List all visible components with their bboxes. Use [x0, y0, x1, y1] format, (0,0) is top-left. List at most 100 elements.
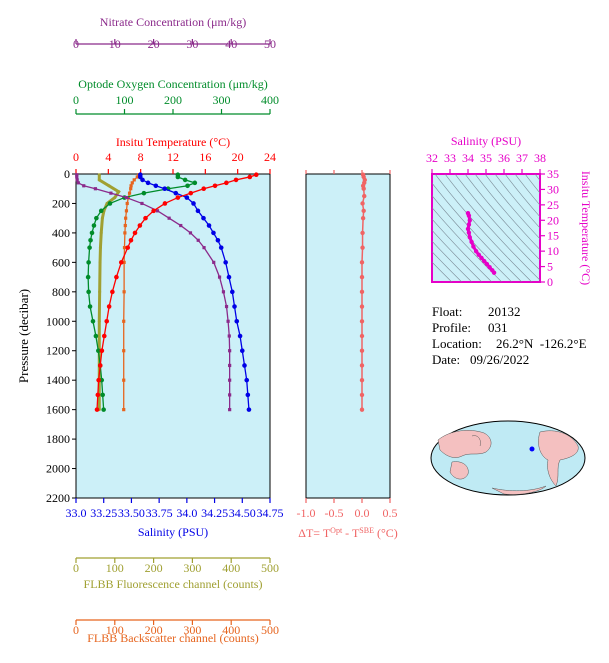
fluorescence-point: [97, 178, 101, 182]
backscatter-tick-label: 300: [183, 623, 201, 637]
ts-temperature-tick-label: 20: [547, 213, 559, 227]
fluorescence-tick-label: 300: [183, 561, 201, 575]
isoline: [432, 207, 503, 282]
nitrate-point: [228, 408, 232, 412]
ts-point: [482, 258, 487, 264]
float-location-marker: [529, 446, 535, 452]
nitrate-point: [212, 260, 216, 264]
delta-t-point: [360, 245, 365, 250]
delta-t-tick-label: -0.5: [325, 506, 344, 520]
temperature-point: [99, 348, 105, 354]
salinity-point: [140, 177, 145, 183]
backscatter-point: [122, 319, 126, 323]
salinity-point: [195, 208, 201, 214]
salinity-point: [246, 407, 252, 412]
salinity-point: [230, 289, 235, 295]
fluorescence-point: [97, 319, 101, 323]
temperature-point: [247, 174, 253, 180]
backscatter-point: [122, 246, 127, 250]
salinity-tick-label: 34.0: [176, 506, 197, 520]
nitrate-point: [188, 231, 193, 235]
delta-t-point: [359, 274, 365, 280]
backscatter-tick-label: 0: [73, 623, 79, 637]
nitrate-point: [221, 290, 226, 294]
salinity-point: [184, 195, 190, 200]
delta-t-plot: -1.0 -0.5 0.0 0.5 ΔT= TOpt - TSBE (°C): [297, 170, 398, 540]
ts-salinity-tick-label: 32: [426, 151, 438, 165]
fluorescence-tick-label: 500: [261, 561, 279, 575]
backscatter-point: [125, 201, 129, 206]
delta-t-point: [360, 230, 365, 236]
temperature-tick-label: 16: [199, 150, 211, 164]
temperature-point: [253, 172, 259, 178]
backscatter-point: [122, 349, 126, 353]
nitrate-point: [109, 191, 113, 195]
date-value: 09/26/2022: [470, 352, 530, 367]
temperature-point: [96, 377, 101, 383]
info-date: Date: 09/26/2022: [432, 352, 530, 367]
delta-t-tick-label: -1.0: [297, 506, 316, 520]
temperature-point: [125, 245, 131, 250]
pressure-tick-label: 800: [52, 285, 70, 299]
salinity-axis-label: Salinity (PSU): [138, 525, 208, 539]
nitrate-point: [75, 173, 79, 177]
temperature-point: [212, 183, 218, 189]
temperature-tick-label: 8: [138, 150, 144, 164]
profile-plot-area: [75, 173, 271, 499]
oxygen-point: [185, 183, 190, 189]
oxygen-point: [93, 333, 99, 339]
salinity-tick-label: 33.25: [90, 506, 117, 520]
oxygen-point: [87, 304, 93, 309]
delta-t-point: [359, 304, 365, 309]
oxygen-tick-label: 300: [213, 93, 231, 107]
temperature-point: [106, 304, 112, 309]
fluorescence-point: [98, 260, 102, 264]
temperature-point: [110, 289, 115, 295]
delta-t-point: [359, 407, 365, 412]
oxygen-point: [192, 180, 198, 186]
location-value: 26.2°N -126.2°E: [496, 336, 587, 351]
float-value: 20132: [488, 304, 521, 319]
nitrate-series: [75, 173, 232, 412]
fluorescence-point: [113, 196, 117, 200]
nitrate-tick-label: 0: [73, 37, 79, 51]
oxygen-point: [86, 289, 91, 295]
delta-t-point: [360, 215, 366, 221]
oxygen-point: [107, 201, 113, 206]
temperature-point: [188, 190, 194, 196]
backscatter-point: [127, 191, 132, 195]
map-land-antarctica: [491, 485, 547, 495]
oxygen-point: [91, 223, 97, 228]
profile-plot: 0200400600800100012001400160018002000220…: [16, 15, 284, 645]
oxygen-tick-label: 200: [164, 93, 182, 107]
delta-t-plot-area: [305, 173, 391, 499]
profile-value: 031: [488, 320, 508, 335]
isoline: [432, 195, 513, 282]
ts-point: [473, 248, 479, 254]
salinity-point: [234, 318, 240, 324]
nitrate-tick-label: 10: [109, 37, 121, 51]
temperature-point: [118, 260, 124, 265]
fluorescence-point: [98, 290, 102, 294]
ts-temperature-tick-label: 15: [547, 229, 559, 243]
pressure-tick-label: 1800: [46, 432, 70, 446]
salinity-point: [206, 223, 212, 228]
backscatter-point: [135, 175, 139, 179]
fluorescence-line: [97, 174, 121, 410]
salinity-point: [215, 237, 221, 243]
oxygen-point: [85, 274, 91, 280]
delta-t-point: [360, 201, 365, 206]
pressure-tick-label: 1200: [46, 344, 70, 358]
delta-t-point: [359, 260, 365, 265]
pressure-axis-label: Pressure (decibar): [16, 289, 31, 383]
world-map: [430, 420, 586, 496]
backscatter-tick-label: 100: [106, 623, 124, 637]
nitrate-point: [179, 223, 183, 228]
temperature-point: [128, 237, 134, 243]
oxygen-tick-label: 400: [261, 93, 279, 107]
temperature-point: [132, 230, 138, 236]
salinity-axis: 33.0 33.25 33.50 33.75 34.0 34.25 34.50 34.75 Sa…: [66, 498, 284, 539]
backscatter-point: [123, 231, 127, 235]
pressure-tick-label: 2200: [46, 491, 70, 505]
ts-temperature-tick-label: 35: [547, 167, 559, 181]
